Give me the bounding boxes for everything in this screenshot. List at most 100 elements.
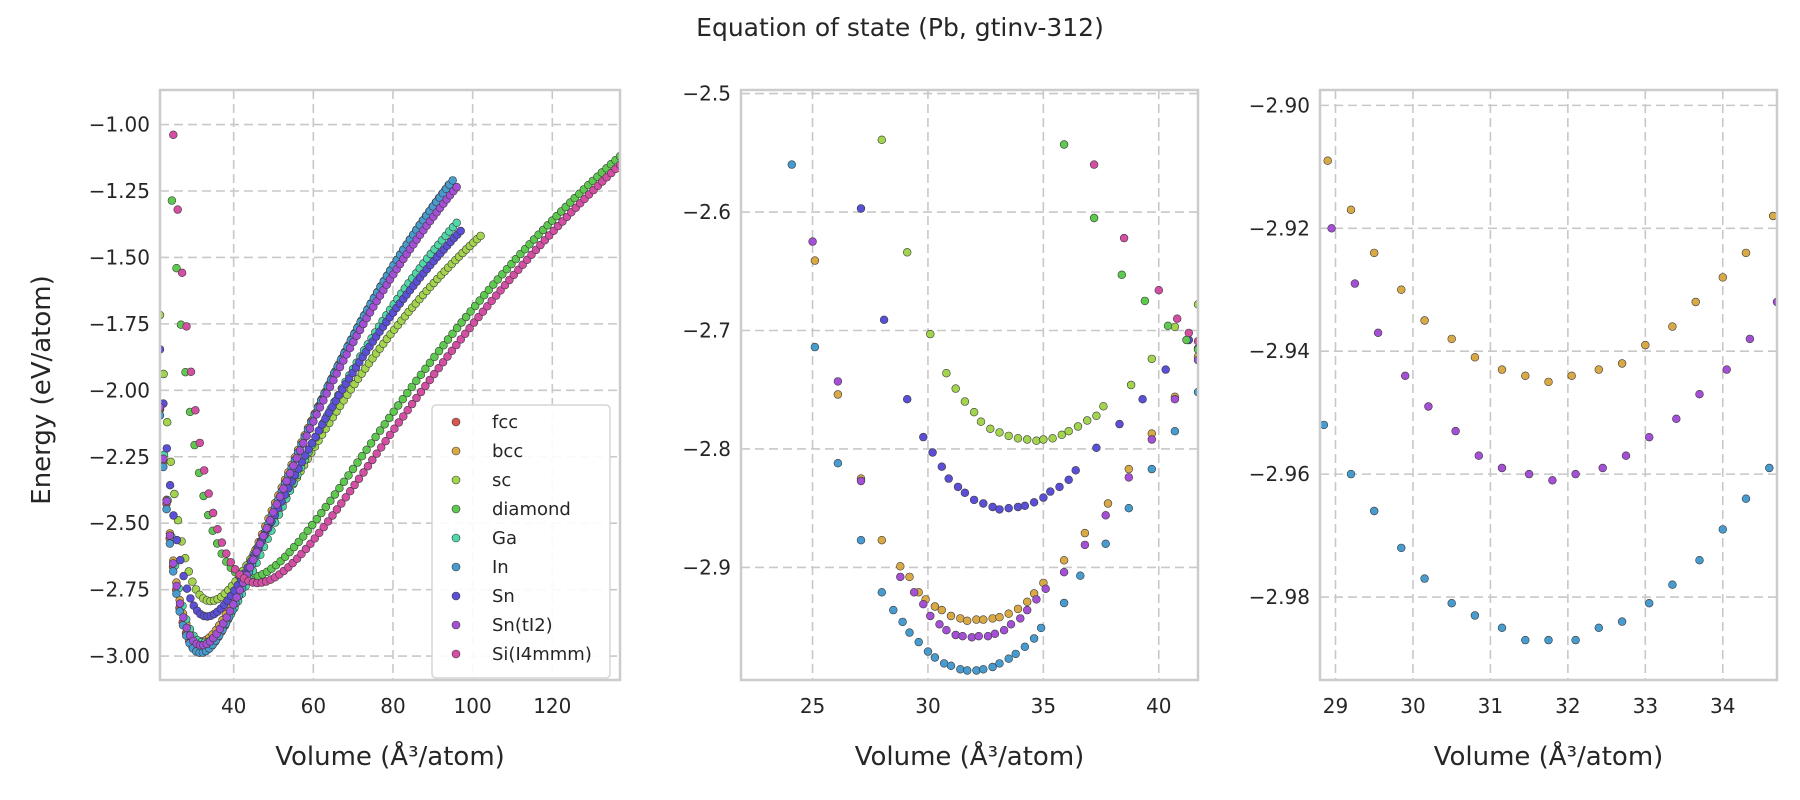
data-point bbox=[1644, 433, 1654, 442]
data-point bbox=[1103, 499, 1113, 508]
data-point bbox=[1101, 511, 1110, 520]
data-point bbox=[226, 558, 236, 567]
data-point bbox=[1548, 476, 1557, 485]
data-point bbox=[1182, 335, 1191, 345]
data-point bbox=[937, 462, 946, 471]
x-tick-label: 32 bbox=[1555, 694, 1580, 718]
data-point bbox=[1373, 328, 1383, 337]
y-tick-label: −2.6 bbox=[682, 200, 731, 224]
data-point bbox=[1055, 482, 1064, 492]
data-point bbox=[169, 559, 178, 568]
panel-2: 25 30 35 40 −2.5 −2.6 −2.7 −2.8 −2.9 Volume (Å³/a… bbox=[682, 82, 1200, 772]
data-point bbox=[1722, 365, 1731, 374]
data-point bbox=[877, 535, 886, 545]
data-point bbox=[1163, 321, 1173, 330]
data-point bbox=[162, 505, 171, 514]
data-point bbox=[434, 364, 443, 373]
data-point bbox=[995, 612, 1004, 622]
data-point bbox=[810, 256, 820, 265]
data-point bbox=[292, 453, 301, 463]
data-point bbox=[269, 508, 278, 517]
data-point bbox=[905, 572, 914, 582]
data-point bbox=[1400, 371, 1410, 380]
data-point bbox=[487, 296, 496, 306]
y-tick-label: −1.50 bbox=[89, 245, 150, 269]
data-point bbox=[810, 342, 820, 352]
data-point bbox=[1013, 604, 1023, 614]
x-tick-label: 40 bbox=[1146, 694, 1171, 718]
data-point bbox=[191, 406, 200, 415]
data-point bbox=[1059, 140, 1069, 149]
data-point bbox=[942, 369, 951, 378]
data-point bbox=[1695, 555, 1704, 565]
series-diamond bbox=[167, 152, 620, 582]
data-point bbox=[421, 364, 430, 373]
data-point bbox=[1041, 584, 1050, 593]
data-point bbox=[1016, 614, 1025, 623]
data-point bbox=[1621, 451, 1631, 460]
data-point bbox=[946, 611, 956, 621]
x-tick-label: 30 bbox=[915, 694, 940, 718]
data-point bbox=[1497, 623, 1507, 632]
x-axis-label: Volume (Å³/atom) bbox=[855, 740, 1085, 772]
data-point bbox=[1089, 213, 1099, 223]
data-point bbox=[330, 490, 340, 499]
data-point bbox=[896, 572, 905, 582]
data-point bbox=[321, 502, 330, 512]
data-point bbox=[1124, 504, 1134, 513]
y-axis-label: Energy (eV/atom) bbox=[27, 275, 57, 504]
data-point bbox=[944, 474, 953, 483]
legend: fcc bcc sc diamond Ga In Sn Sn(tI2) Si(I4mmm) bbox=[431, 404, 611, 679]
data-point bbox=[394, 401, 403, 410]
data-point bbox=[182, 623, 191, 633]
data-point bbox=[1101, 539, 1110, 548]
data-point bbox=[332, 505, 342, 514]
data-point bbox=[348, 464, 358, 474]
series-diamond bbox=[1059, 140, 1198, 354]
data-point bbox=[416, 370, 426, 379]
series-Sn(tI2) bbox=[160, 182, 461, 650]
data-point bbox=[354, 474, 364, 483]
data-point bbox=[1092, 443, 1101, 452]
data-point bbox=[972, 666, 981, 675]
data-point bbox=[1036, 623, 1046, 633]
x-tick-label: 35 bbox=[1031, 694, 1056, 718]
data-point bbox=[1521, 635, 1530, 645]
x-tick-label: 33 bbox=[1633, 694, 1658, 718]
data-point bbox=[1474, 451, 1484, 460]
data-point bbox=[1644, 598, 1654, 608]
data-point bbox=[962, 666, 972, 675]
data-point bbox=[390, 424, 399, 433]
data-point bbox=[350, 480, 359, 490]
data-point bbox=[169, 511, 178, 520]
data-point bbox=[372, 449, 381, 458]
data-point bbox=[162, 444, 172, 453]
data-point bbox=[299, 532, 308, 541]
x-tick-label: 120 bbox=[533, 694, 571, 718]
x-tick-label: 31 bbox=[1478, 694, 1503, 718]
data-point bbox=[1320, 420, 1329, 430]
data-point bbox=[434, 346, 444, 356]
y-tick-label: −2.25 bbox=[89, 445, 150, 469]
data-point bbox=[315, 528, 324, 538]
data-point bbox=[1039, 435, 1048, 444]
data-point bbox=[480, 291, 489, 300]
data-point bbox=[186, 594, 195, 603]
legend-label: sc bbox=[492, 470, 511, 491]
data-point bbox=[1672, 414, 1681, 423]
data-point bbox=[856, 535, 866, 545]
data-point bbox=[974, 631, 983, 641]
data-point bbox=[344, 471, 353, 480]
data-point bbox=[182, 322, 191, 331]
data-point bbox=[962, 616, 972, 625]
data-point bbox=[833, 459, 843, 468]
data-point bbox=[188, 577, 197, 586]
data-point bbox=[319, 396, 328, 405]
data-point bbox=[438, 358, 448, 367]
series-Si(I4mmm) bbox=[169, 130, 620, 588]
data-point bbox=[976, 417, 986, 426]
data-point bbox=[986, 424, 995, 433]
data-point bbox=[1029, 634, 1039, 643]
data-point bbox=[170, 489, 179, 499]
data-point bbox=[1691, 297, 1700, 307]
